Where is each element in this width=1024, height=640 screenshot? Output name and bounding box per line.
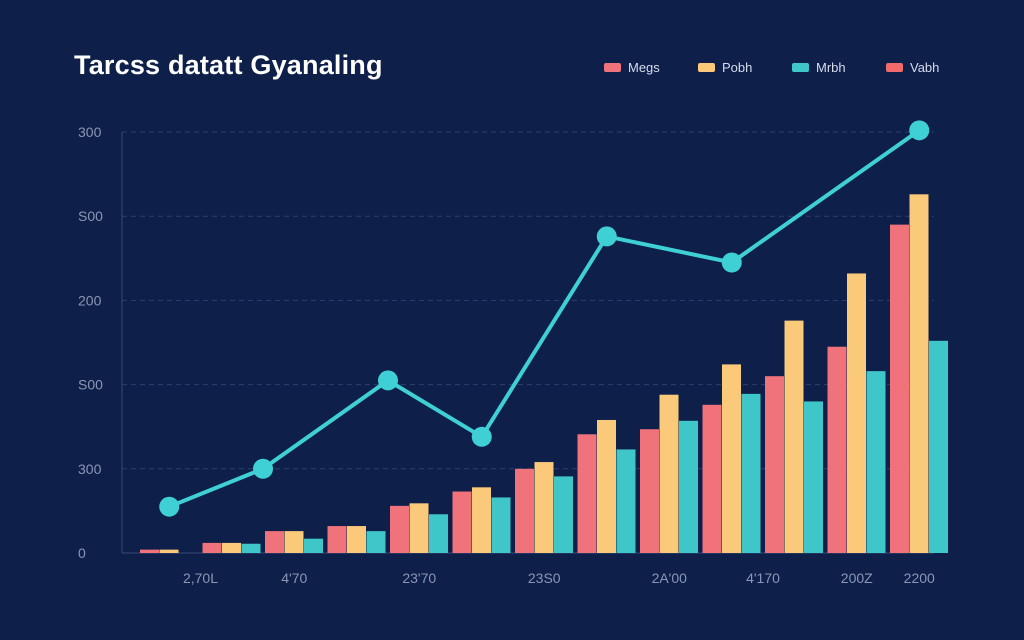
legend-swatch-pobh [698,63,715,72]
bar-megs [202,542,222,553]
chart-title: Tarcss datatt Gyanaling [74,50,383,80]
legend-swatch-mrbh [792,63,809,72]
legend-label-pobh: Pobh [722,60,753,75]
bar-mrbh [241,543,261,553]
x-tick-label: 4'170 [746,570,780,586]
legend-item-pobh: Pobh [698,60,792,75]
line-point [253,458,273,479]
bar-pobh [159,549,179,553]
bar-pobh [659,394,679,553]
bar-megs [515,468,534,553]
x-tick-label: 2,70L [183,570,218,586]
x-tick-label: 23S0 [528,570,561,586]
bar-megs [452,491,472,553]
label-layer: 0 300 S00 200 S00 300 2,70L 4'70 23'70 23S0 2A'00 4… [78,124,935,586]
x-tick-label: 200Z [841,570,873,586]
bar-pobh [347,526,366,553]
x-tick-label: 2200 [904,570,935,586]
bar-pobh [222,542,241,553]
bar-pobh [284,531,304,553]
bar-megs [890,224,909,553]
y-tick-label: 0 [78,545,86,561]
bar-mrbh [929,340,948,553]
legend-item-vabh: Vabh [886,60,980,75]
bar-mrbh [491,497,511,553]
bar-mrbh [366,531,386,553]
bar-megs [327,526,347,553]
bar-mrbh [804,401,823,553]
legend-label-megs: Megs [628,60,660,75]
y-tick-label: 200 [78,292,102,308]
y-tick-label: 300 [78,124,102,140]
bar-megs [140,549,159,553]
bar-mrbh [616,449,636,553]
bar-megs [640,429,659,553]
bar-megs [702,404,722,553]
bar-mrbh [866,371,886,553]
legend-item-megs: Megs [604,60,698,75]
bar-pobh [847,273,866,553]
line-point [159,496,180,517]
legend-item-mrbh: Mrbh [792,60,886,75]
line-point [909,120,930,141]
bar-mrbh [429,514,448,553]
line-point [721,252,742,273]
y-tick-label: S00 [78,377,103,393]
bar-megs [765,376,784,553]
x-tick-label: 4'70 [281,570,307,586]
line-point [596,226,617,247]
legend-swatch-megs [604,63,621,72]
bar-mrbh [741,393,761,553]
bar-mrbh [679,420,698,553]
x-tick-label: 23'70 [402,570,436,586]
bar-pobh [722,364,741,553]
bar-megs [265,531,284,553]
y-tick-label: 300 [78,461,102,477]
bar-megs [577,434,597,553]
line-point [471,426,492,447]
bar-pobh [909,194,929,554]
chart-legend: Megs Pobh Mrbh Vabh [604,60,980,75]
bar-megs [390,505,409,553]
bar-pobh [597,419,616,553]
legend-swatch-vabh [886,63,903,72]
y-tick-label: S00 [78,208,103,224]
bar-megs [827,346,847,553]
legend-label-mrbh: Mrbh [816,60,846,75]
legend-label-vabh: Vabh [910,60,940,75]
bar-mrbh [554,476,573,553]
bar-pobh [472,487,491,553]
line-layer [159,120,930,517]
bar-pobh [409,503,429,553]
x-tick-label: 2A'00 [652,570,688,586]
bar-pobh [534,462,554,553]
bar-layer [140,194,948,554]
line-point [378,370,398,391]
bar-pobh [784,320,804,553]
bar-mrbh [304,538,323,553]
